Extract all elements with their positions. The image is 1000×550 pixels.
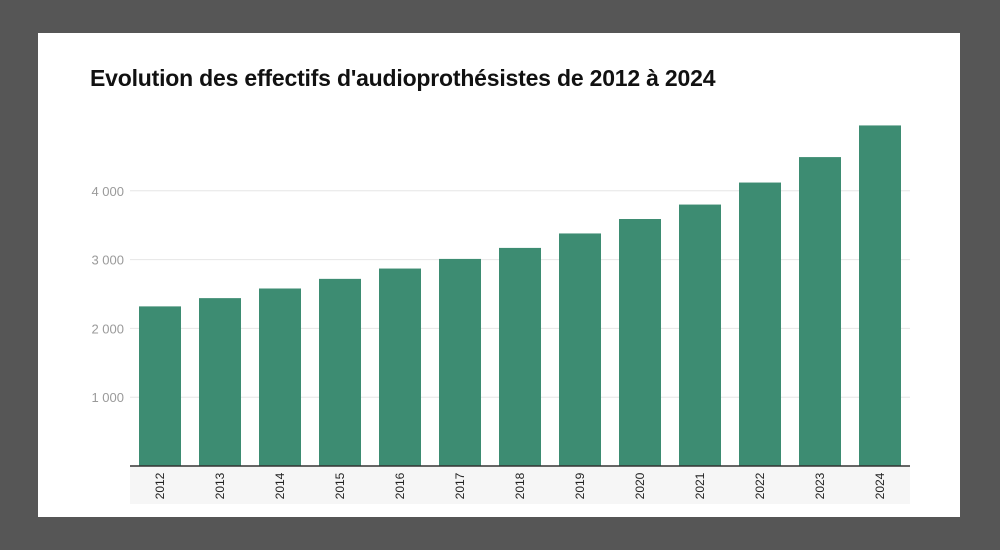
bar [319, 278, 361, 466]
y-tick-label: 3 000 [91, 253, 124, 268]
x-axis-label-band [130, 466, 910, 504]
x-tick-label: 2021 [693, 472, 707, 499]
bar [499, 247, 541, 466]
x-tick-label: 2022 [753, 472, 767, 499]
x-tick-label: 2015 [333, 472, 347, 499]
bar [619, 219, 661, 466]
bar [439, 258, 481, 466]
bar [379, 268, 421, 466]
bar [859, 125, 901, 466]
x-tick-label: 2017 [453, 472, 467, 499]
bar [559, 233, 601, 466]
y-tick-label: 4 000 [91, 184, 124, 199]
bars [139, 125, 901, 466]
bar [199, 298, 241, 466]
x-tick-label: 2019 [573, 472, 587, 499]
bar [259, 288, 301, 466]
x-tick-label: 2018 [513, 472, 527, 499]
x-tick-label: 2016 [393, 472, 407, 499]
chart-card: Evolution des effectifs d'audioprothésis… [38, 33, 960, 517]
x-axis-ticks: 2012 2013 2014 2015 2016 2017 2018 2019 2020 2021… [153, 472, 887, 499]
x-tick-label: 2012 [153, 472, 167, 499]
bar [739, 182, 781, 466]
x-tick-label: 2024 [873, 472, 887, 499]
chart-title: Evolution des effectifs d'audioprothésis… [90, 65, 716, 91]
y-tick-label: 1 000 [91, 390, 124, 405]
x-tick-label: 2020 [633, 472, 647, 499]
bar [679, 204, 721, 466]
x-tick-label: 2013 [213, 472, 227, 499]
y-tick-label: 2 000 [91, 321, 124, 336]
x-tick-label: 2014 [273, 472, 287, 499]
bar [799, 157, 841, 466]
y-axis-ticks: 1 000 2 000 3 000 4 000 [91, 184, 124, 405]
bar [139, 306, 181, 466]
x-tick-label: 2023 [813, 472, 827, 499]
